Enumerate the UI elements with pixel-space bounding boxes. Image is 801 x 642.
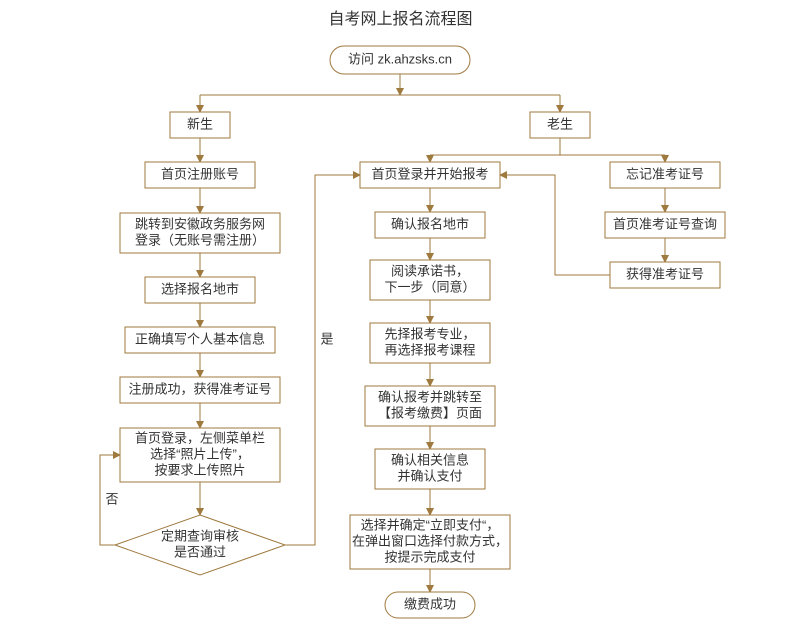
node-label: 缴费成功: [404, 596, 456, 611]
node-label: 访问 zk.ahzsks.cn: [348, 51, 452, 66]
node-m2: 确认报名地市: [375, 212, 485, 238]
node-old: 老生: [530, 112, 590, 138]
node-n7: 定期查询审核是否通过: [115, 515, 285, 575]
node-label: 是否通过: [174, 544, 226, 559]
node-label: 选择“照片上传”，: [150, 446, 250, 461]
node-m5: 确认报考并跳转至【报考缴费】页面: [365, 386, 495, 426]
node-n5: 注册成功，获得准考证号: [120, 377, 280, 403]
node-label: 阅读承诺书，: [391, 263, 469, 278]
node-label: 确认报名地市: [391, 216, 469, 231]
node-n4: 正确填写个人基本信息: [125, 327, 275, 353]
edge-label: 是: [320, 331, 333, 346]
node-label: 按提示完成支付: [384, 549, 475, 564]
node-label: 【报考缴费】页面: [378, 405, 482, 420]
edge-label: 否: [105, 491, 118, 506]
node-m4: 先择报考专业，再选择报考课程: [370, 323, 490, 363]
node-label: 选择报名地市: [161, 281, 239, 296]
edge: [285, 175, 360, 545]
node-label: 再选择报考课程: [384, 342, 475, 357]
node-label: 确认相关信息: [391, 452, 469, 467]
node-label: 先择报考专业，: [384, 326, 475, 341]
flowchart: 自考网上报名流程图否 是 访问 zk.ahzsks.cn 新生 老生首页注册账号跳转到安…: [0, 0, 801, 642]
node-m7: 选择并确定“立即支付“，在弹出窗口选择付款方式，按提示完成支付: [350, 515, 510, 569]
node-m8: 缴费成功: [385, 592, 475, 618]
node-label: 定期查询审核: [161, 528, 239, 543]
node-label: 新生: [187, 116, 213, 131]
node-label: 下一步（同意）: [384, 279, 475, 294]
node-label: 跳转到安徽政务服务网: [135, 216, 265, 231]
node-n3: 选择报名地市: [145, 277, 255, 303]
node-n1: 首页注册账号: [145, 162, 255, 188]
node-label: 首页登录并开始报考: [371, 166, 488, 181]
node-label: 并确认支付: [397, 468, 462, 483]
node-label: 注册成功，获得准考证号: [128, 381, 271, 396]
chart-title: 自考网上报名流程图: [328, 10, 472, 28]
node-start: 访问 zk.ahzsks.cn: [330, 46, 470, 74]
node-label: 选择并确定“立即支付“，: [361, 517, 500, 532]
node-label: 首页登录，左侧菜单栏: [135, 430, 265, 445]
node-m3: 阅读承诺书，下一步（同意）: [370, 260, 490, 300]
node-r1: 忘记准考证号: [610, 162, 720, 188]
node-n6: 首页登录，左侧菜单栏选择“照片上传”，按要求上传照片: [120, 428, 280, 482]
node-label: 首页准考证号查询: [613, 216, 717, 231]
node-label: 首页注册账号: [161, 166, 239, 181]
node-label: 按要求上传照片: [154, 462, 245, 477]
node-label: 获得准考证号: [626, 266, 704, 281]
node-label: 正确填写个人基本信息: [135, 331, 265, 346]
node-new: 新生: [170, 112, 230, 138]
edge: [500, 175, 610, 275]
node-label: 老生: [547, 116, 573, 131]
node-label: 在弹出窗口选择付款方式，: [352, 533, 508, 548]
node-r2: 首页准考证号查询: [605, 212, 725, 238]
node-m1: 首页登录并开始报考: [360, 162, 500, 188]
node-label: 确认报考并跳转至: [378, 389, 482, 404]
node-m6: 确认相关信息并确认支付: [375, 449, 485, 489]
node-n2: 跳转到安徽政务服务网登录（无账号需注册）: [120, 213, 280, 253]
node-label: 忘记准考证号: [626, 166, 704, 181]
node-r3: 获得准考证号: [610, 262, 720, 288]
node-label: 登录（无账号需注册）: [135, 232, 265, 247]
